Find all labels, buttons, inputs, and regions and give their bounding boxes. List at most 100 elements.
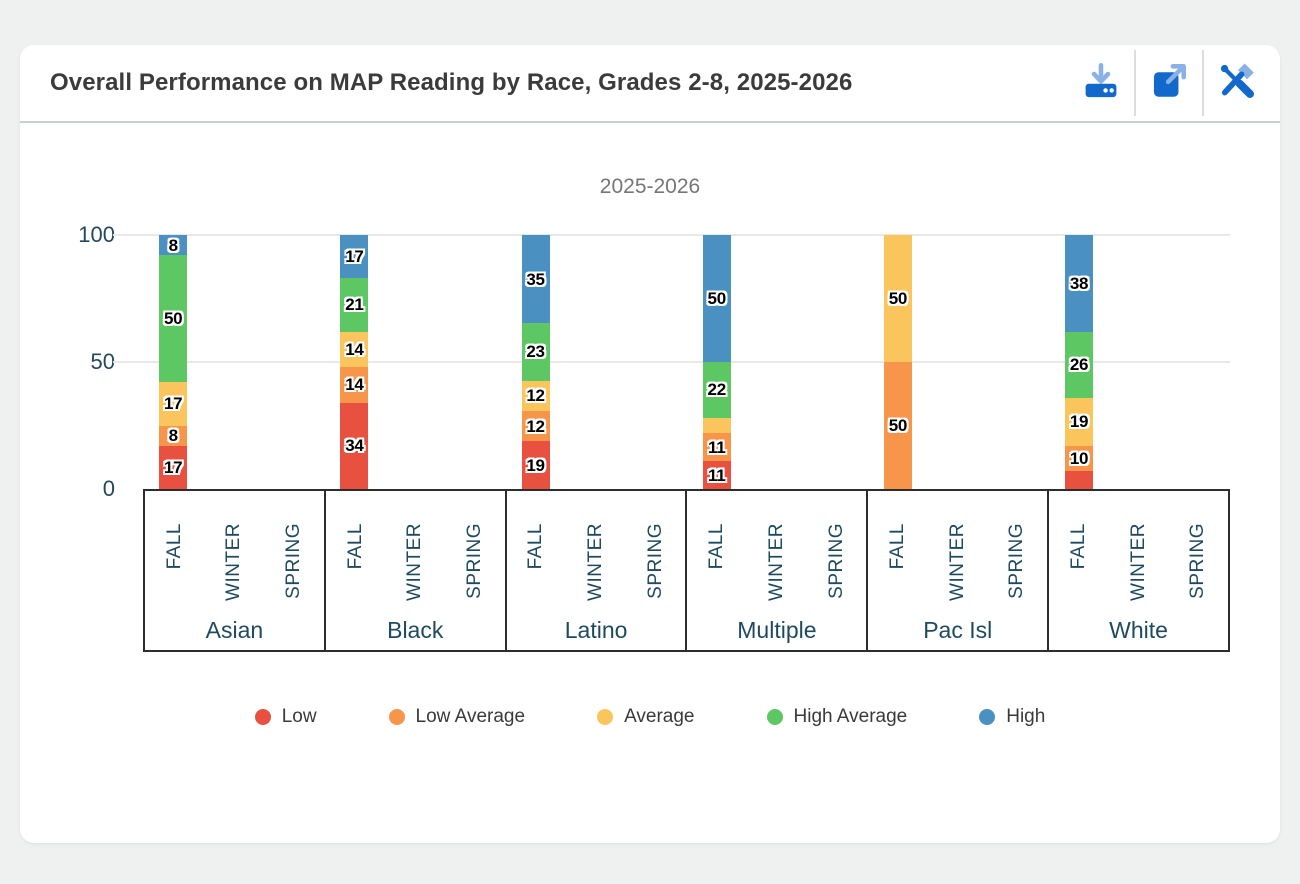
axis-box-asian: FALL WINTER SPRING Asian <box>143 489 326 652</box>
season-slot: WINTER <box>1109 523 1169 601</box>
legend-item-high-average[interactable]: High Average <box>766 706 908 728</box>
open-in-new-icon <box>1148 60 1190 107</box>
chart-body: 2025-2026 0 50 100 8 50 17 8 17 17 21 14 14 34 35 23 1… <box>20 123 1280 728</box>
season-slot: FALL <box>868 523 928 569</box>
legend-dot <box>979 709 996 725</box>
y-axis: 0 50 100 <box>20 222 143 501</box>
bar-segment-low-average[interactable]: 12 <box>521 411 550 442</box>
legend: Low Low Average Average High Average High <box>20 706 1280 728</box>
segment-value-label: 23 <box>526 342 545 362</box>
x-axis-groups: FALL WINTER SPRING Asian FALL WINTER SPRING Bla… <box>143 489 1230 652</box>
bar-groups: 8 50 17 8 17 17 21 14 14 34 35 23 12 12 19 50 22 11 11 50 50… <box>143 235 1230 489</box>
bar-segment-high[interactable]: 8 <box>159 235 188 256</box>
season-slot: FALL <box>145 523 205 569</box>
download-icon <box>1080 60 1122 107</box>
bar-segment-average[interactable]: 17 <box>159 382 188 426</box>
bar-segment-low[interactable]: 34 <box>340 402 369 489</box>
bar-segment-low[interactable]: 11 <box>702 461 731 489</box>
card-header: Overall Performance on MAP Reading by Ra… <box>20 45 1280 123</box>
season-label-fall: FALL <box>344 523 366 570</box>
season-slot: WINTER <box>747 523 807 601</box>
season-slot: SPRING <box>1168 523 1228 599</box>
legend-item-low[interactable]: Low <box>254 706 317 728</box>
bar-segment-average[interactable] <box>702 417 731 434</box>
bar-segment-high-average[interactable]: 50 <box>159 255 188 383</box>
season-slot: SPRING <box>988 523 1048 599</box>
category-label-pac-isl: Pac Isl <box>923 617 993 643</box>
bar-segment-average[interactable]: 50 <box>883 235 912 362</box>
bar-segment-high[interactable]: 38 <box>1065 235 1094 332</box>
season-label-fall: FALL <box>887 523 909 570</box>
bar-segment-low-average[interactable]: 10 <box>1065 445 1094 472</box>
bar-segment-high-average[interactable]: 21 <box>340 278 369 332</box>
bar-segment-low-average[interactable]: 50 <box>883 362 912 489</box>
bar-segment-average[interactable]: 19 <box>1065 397 1094 446</box>
segment-value-label: 50 <box>164 309 183 329</box>
season-label-spring: SPRING <box>1006 523 1028 599</box>
segment-value-label: 14 <box>345 339 364 359</box>
bar-segment-average[interactable]: 14 <box>340 331 369 368</box>
legend-item-high[interactable]: High <box>979 706 1045 728</box>
category-label-white: White <box>1109 617 1168 643</box>
y-tick-label-0: 0 <box>102 476 115 501</box>
segment-value-label: 35 <box>526 269 545 289</box>
segment-value-label: 11 <box>708 437 726 457</box>
category-label-latino: Latino <box>564 617 628 643</box>
bar-segment-low-average[interactable]: 11 <box>702 433 731 462</box>
segment-value-label: 12 <box>526 386 545 406</box>
stacked-bar-fall-white: 38 26 19 10 <box>1065 235 1094 489</box>
bar-segment-high[interactable]: 17 <box>340 235 369 279</box>
card-title: Overall Performance on MAP Reading by Ra… <box>50 69 853 96</box>
stacked-bar-fall-latino: 35 23 12 12 19 <box>521 235 550 489</box>
segment-value-label: 34 <box>345 436 364 456</box>
segment-value-label: 38 <box>1069 273 1089 293</box>
plot-area: 8 50 17 8 17 17 21 14 14 34 35 23 12 12 19 50 22 11 11 50 50… <box>113 234 1230 489</box>
legend-item-average[interactable]: Average <box>597 706 695 728</box>
legend-dot <box>597 709 614 725</box>
stacked-bar-fall-black: 17 21 14 14 34 <box>340 235 369 489</box>
season-slot: WINTER <box>566 523 626 601</box>
bar-segment-low-average[interactable]: 14 <box>340 367 369 403</box>
bar-segment-high-average[interactable]: 22 <box>702 362 731 418</box>
bar-segment-average[interactable]: 12 <box>521 380 550 412</box>
segment-value-label: 11 <box>708 465 726 485</box>
season-slot: SPRING <box>807 523 867 599</box>
bar-segment-low[interactable] <box>1065 471 1094 489</box>
season-label-fall: FALL <box>525 523 547 570</box>
segment-value-label: 50 <box>888 289 908 308</box>
bar-segment-low[interactable]: 19 <box>521 441 550 489</box>
download-button[interactable] <box>1068 50 1134 116</box>
bar-group-black: 17 21 14 14 34 <box>324 235 505 489</box>
bar-group-latino: 35 23 12 12 19 <box>505 235 686 489</box>
bar-segment-high-average[interactable]: 23 <box>521 323 550 381</box>
legend-label: High Average <box>793 706 908 727</box>
tools-button[interactable] <box>1204 50 1270 116</box>
segment-value-label: 50 <box>707 289 727 309</box>
bar-group-white: 38 26 19 10 <box>1049 235 1230 489</box>
stacked-bar-fall-pac-isl: 50 50 <box>883 235 912 489</box>
gridline-50 <box>113 361 1230 363</box>
legend-item-low-average[interactable]: Low Average <box>388 706 526 728</box>
bar-segment-low-average[interactable]: 8 <box>159 425 188 446</box>
bar-group-multiple: 50 22 11 11 <box>687 235 868 489</box>
category-label-multiple: Multiple <box>737 617 817 643</box>
open-in-new-button[interactable] <box>1136 50 1202 116</box>
segment-value-label: 19 <box>1069 412 1089 432</box>
season-slot: FALL <box>326 523 386 569</box>
season-label-winter: WINTER <box>1127 523 1149 601</box>
legend-label: Low Average <box>415 706 526 727</box>
axis-box-black: FALL WINTER SPRING Black <box>323 489 507 652</box>
legend-dot <box>766 709 783 725</box>
bar-segment-high-average[interactable]: 26 <box>1065 331 1094 398</box>
legend-label: Average <box>624 706 695 727</box>
category-label-asian: Asian <box>205 617 264 643</box>
segment-value-label: 50 <box>888 416 908 435</box>
tools-icon <box>1216 60 1258 107</box>
bar-segment-low[interactable]: 17 <box>159 445 188 489</box>
season-slot: SPRING <box>626 523 686 599</box>
bar-segment-high[interactable]: 35 <box>521 235 550 324</box>
season-slot: WINTER <box>928 523 988 601</box>
season-label-spring: SPRING <box>1187 523 1209 599</box>
bar-segment-high[interactable]: 50 <box>702 235 731 363</box>
season-slot: SPRING <box>264 523 324 599</box>
